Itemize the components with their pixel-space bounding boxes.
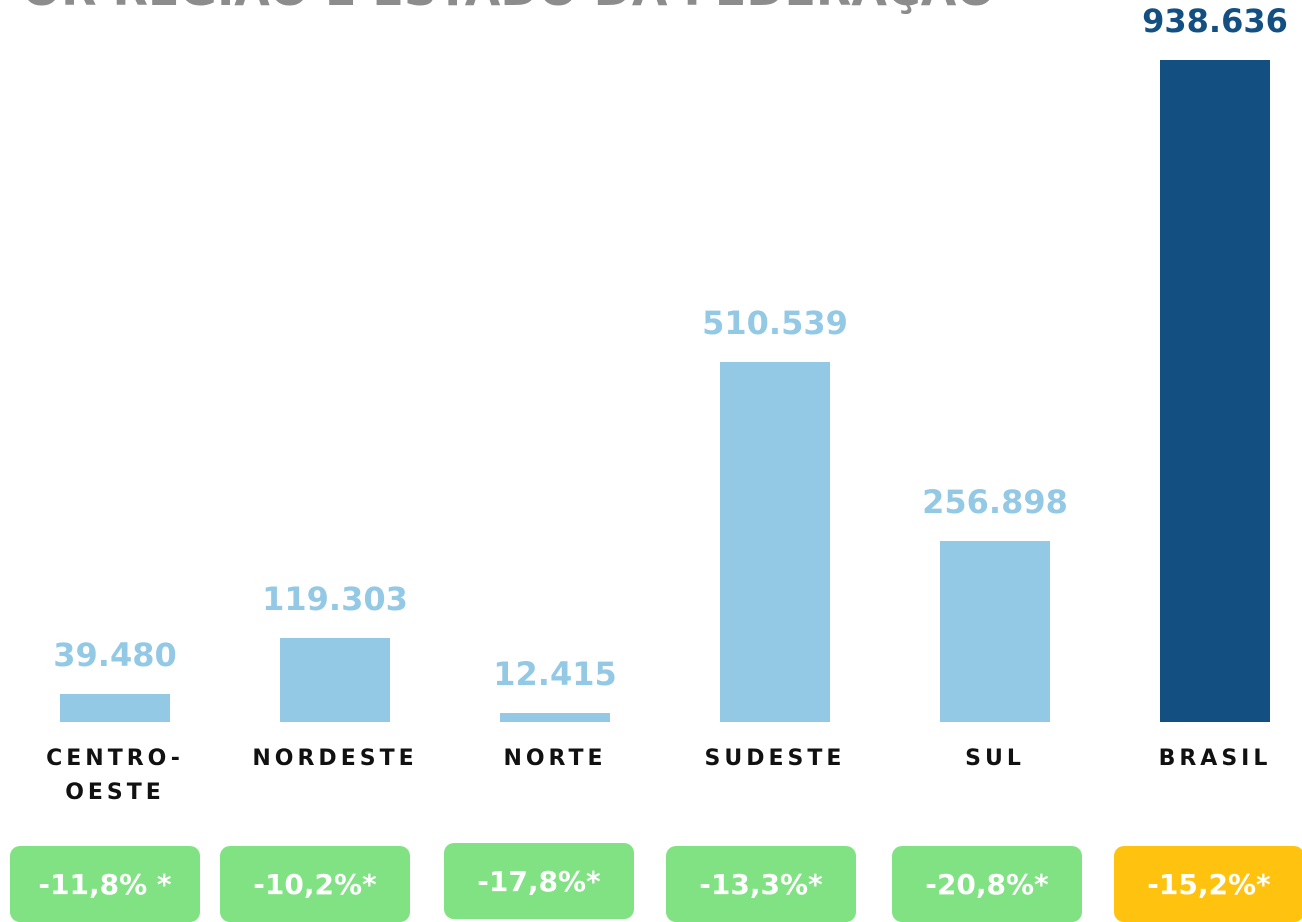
change-badge: -15,2%*: [1114, 846, 1302, 922]
category-label: NORTE: [503, 746, 607, 771]
change-badge: -10,2%*: [220, 846, 410, 922]
change-badge: -20,8%*: [892, 846, 1082, 922]
bar: [500, 713, 610, 722]
category-label: NORDESTE: [252, 746, 418, 771]
category-label: SUL: [965, 746, 1025, 771]
value-label: 39.480: [53, 636, 177, 675]
change-badge: -17,8%*: [444, 843, 634, 919]
value-label: 12.415: [493, 655, 617, 694]
chart-title: OR REGIÃO E ESTADO DA FEDERAÇÃO: [22, 0, 995, 16]
bar: [60, 694, 170, 722]
change-badge: -11,8% *: [10, 846, 200, 922]
category-label: CENTRO-OESTE: [46, 746, 184, 805]
bar: [720, 361, 830, 722]
category-label: SUDESTE: [704, 746, 846, 771]
change-badge: -13,3%*: [666, 846, 856, 922]
value-label: 256.898: [922, 482, 1068, 521]
value-label: 510.539: [702, 303, 848, 342]
value-label: 119.303: [262, 579, 408, 618]
bar: [1160, 60, 1270, 722]
bar: [940, 540, 1050, 722]
category-label: BRASIL: [1158, 746, 1272, 771]
bar: [280, 637, 390, 722]
value-label: 938.636: [1142, 2, 1288, 40]
